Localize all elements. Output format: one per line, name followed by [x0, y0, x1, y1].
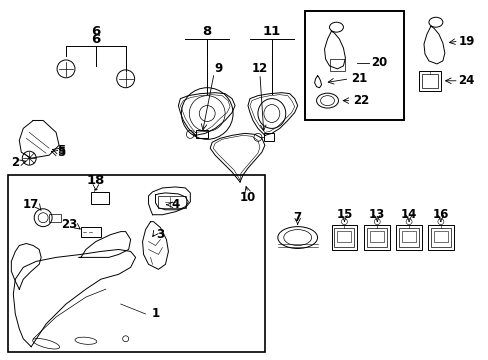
Text: 5: 5: [57, 146, 65, 159]
Bar: [395, 225, 421, 251]
Text: 5: 5: [57, 144, 65, 157]
Bar: [337, 231, 351, 242]
Bar: [369, 231, 384, 242]
Bar: [331, 225, 357, 251]
Text: 24: 24: [458, 74, 474, 87]
Text: 16: 16: [432, 208, 448, 221]
Text: 3: 3: [156, 228, 164, 241]
Text: 13: 13: [368, 208, 385, 221]
Text: 22: 22: [352, 94, 369, 107]
Bar: [418, 71, 440, 91]
Text: 10: 10: [240, 192, 256, 204]
Text: 15: 15: [336, 208, 352, 221]
Text: 20: 20: [370, 57, 386, 69]
Bar: [366, 228, 386, 247]
Text: 6: 6: [91, 33, 100, 46]
Text: 2: 2: [11, 156, 20, 168]
Text: 21: 21: [350, 72, 366, 85]
Bar: [329, 59, 345, 71]
Text: 17: 17: [23, 198, 39, 211]
Bar: [421, 74, 437, 88]
Bar: [427, 225, 453, 251]
Text: 14: 14: [400, 208, 416, 221]
Bar: [158, 196, 186, 208]
Bar: [430, 228, 450, 247]
Text: 4: 4: [171, 198, 179, 211]
Bar: [91, 192, 108, 204]
Text: 9: 9: [214, 62, 222, 75]
Bar: [364, 225, 389, 251]
Bar: [401, 231, 415, 242]
Text: 8: 8: [202, 24, 211, 38]
Text: 11: 11: [262, 24, 281, 38]
Text: 12: 12: [251, 62, 267, 75]
Bar: [81, 227, 101, 237]
Text: 7: 7: [293, 211, 301, 224]
Bar: [334, 228, 354, 247]
Text: 23: 23: [61, 218, 77, 231]
Bar: [49, 214, 61, 222]
Bar: [8, 175, 264, 352]
Bar: [264, 133, 273, 141]
Bar: [433, 231, 447, 242]
Bar: [304, 11, 403, 121]
Text: 19: 19: [458, 35, 474, 48]
Bar: [196, 130, 208, 138]
Text: 18: 18: [86, 174, 105, 186]
Bar: [398, 228, 418, 247]
Text: 1: 1: [151, 307, 159, 320]
Text: 6: 6: [91, 24, 100, 38]
